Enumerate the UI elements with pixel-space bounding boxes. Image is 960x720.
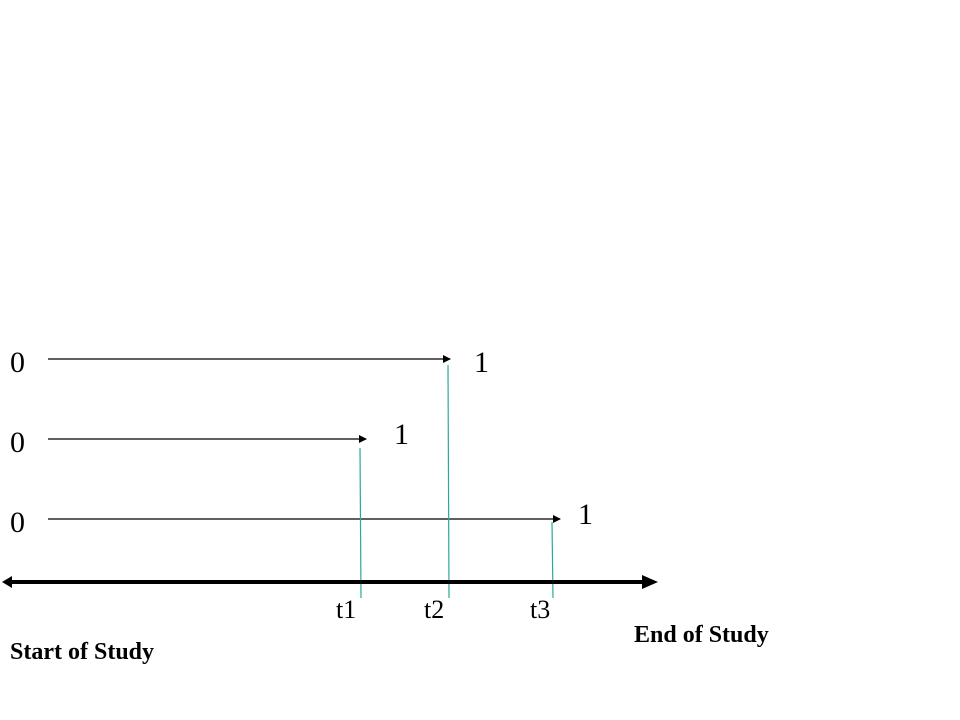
subject-2-start-label: 0: [10, 426, 25, 459]
event-marker-t3: [551, 521, 554, 599]
subject-row-2: 0 1: [10, 418, 409, 459]
event-marker-t2: [447, 364, 450, 599]
time-label-t2: t2: [424, 595, 444, 624]
start-of-study-label: Start of Study: [10, 639, 154, 665]
study-timeline-axis: [2, 575, 658, 589]
subject-2-end-label: 1: [394, 418, 409, 451]
end-of-study-label: End of Study: [634, 622, 769, 648]
event-marker-t1: [359, 447, 362, 599]
subject-1-end-label: 1: [474, 346, 489, 379]
timeline-start-arrowhead: [2, 576, 12, 588]
subject-3-start-label: 0: [10, 506, 25, 539]
subject-row-3: 0 1: [10, 498, 593, 539]
subject-1-start-label: 0: [10, 346, 25, 379]
subject-row-1: 0 1: [10, 346, 489, 379]
time-label-t1: t1: [336, 595, 356, 624]
subject-3-end-label: 1: [578, 498, 593, 531]
timeline-end-arrowhead: [642, 575, 658, 589]
time-label-t3: t3: [530, 595, 550, 624]
